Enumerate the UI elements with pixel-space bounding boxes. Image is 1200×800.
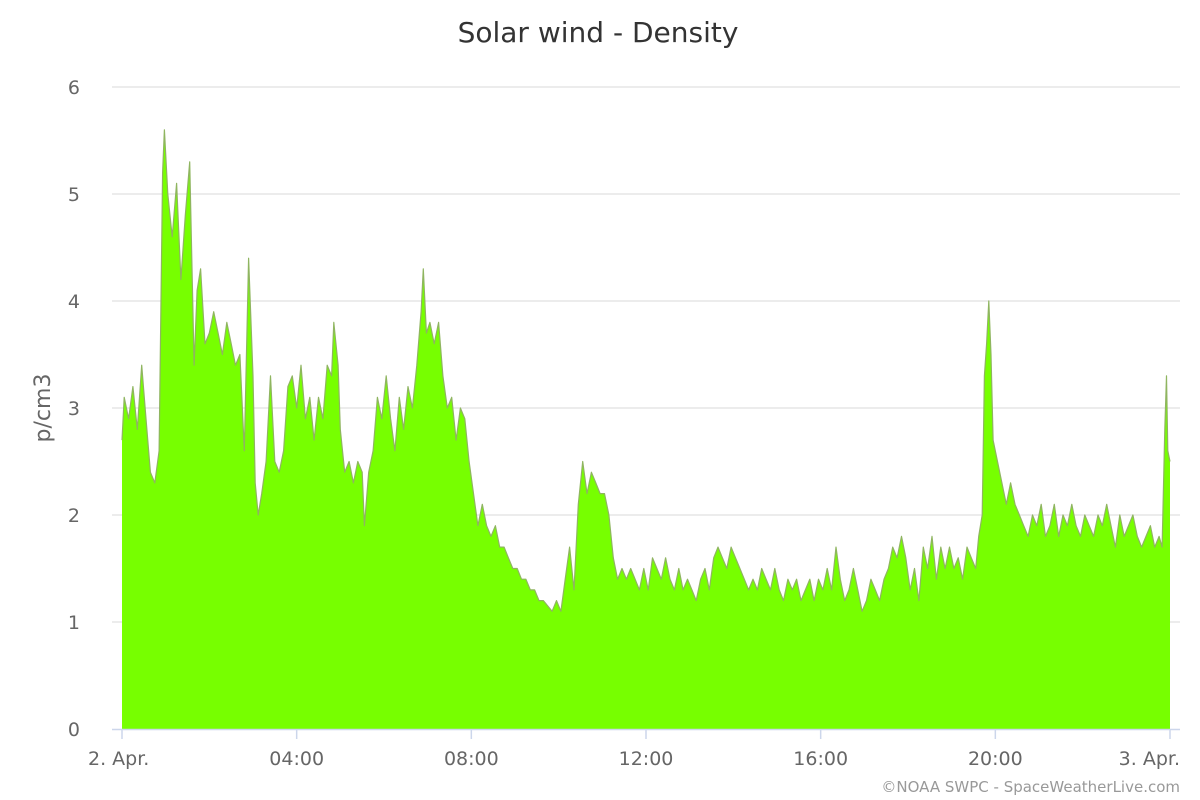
x-tick-label: 3. Apr. — [1119, 748, 1180, 770]
y-tick-label: 1 — [68, 612, 80, 634]
x-axis-labels: 2. Apr. 04:00 08:00 12:00 16:00 20:00 3. Apr. — [88, 729, 1180, 770]
chart-title: Solar wind - Density — [458, 16, 739, 49]
y-axis-title: p/cm3 — [31, 374, 56, 443]
x-tick-label: 04:00 — [269, 748, 324, 770]
credit-text: ©NOAA SWPC - SpaceWeatherLive.com — [881, 778, 1180, 796]
x-tick-label: 12:00 — [619, 748, 674, 770]
density-line — [121, 129, 1171, 612]
y-tick-label: 0 — [68, 719, 80, 741]
x-tick-label: 16:00 — [793, 748, 848, 770]
y-tick-label: 4 — [68, 291, 80, 313]
x-tick-label: 2. Apr. — [88, 748, 149, 770]
y-tick-label: 2 — [68, 505, 80, 527]
y-tick-label: 5 — [68, 184, 80, 206]
x-tick-label: 08:00 — [444, 748, 499, 770]
y-axis-labels: 0 1 2 3 4 5 6 — [68, 77, 80, 741]
y-tick-label: 6 — [68, 77, 80, 99]
y-tick-label: 3 — [68, 398, 80, 420]
plot-area — [121, 129, 1171, 730]
density-area — [122, 129, 1170, 730]
x-tick-label: 20:00 — [968, 748, 1023, 770]
